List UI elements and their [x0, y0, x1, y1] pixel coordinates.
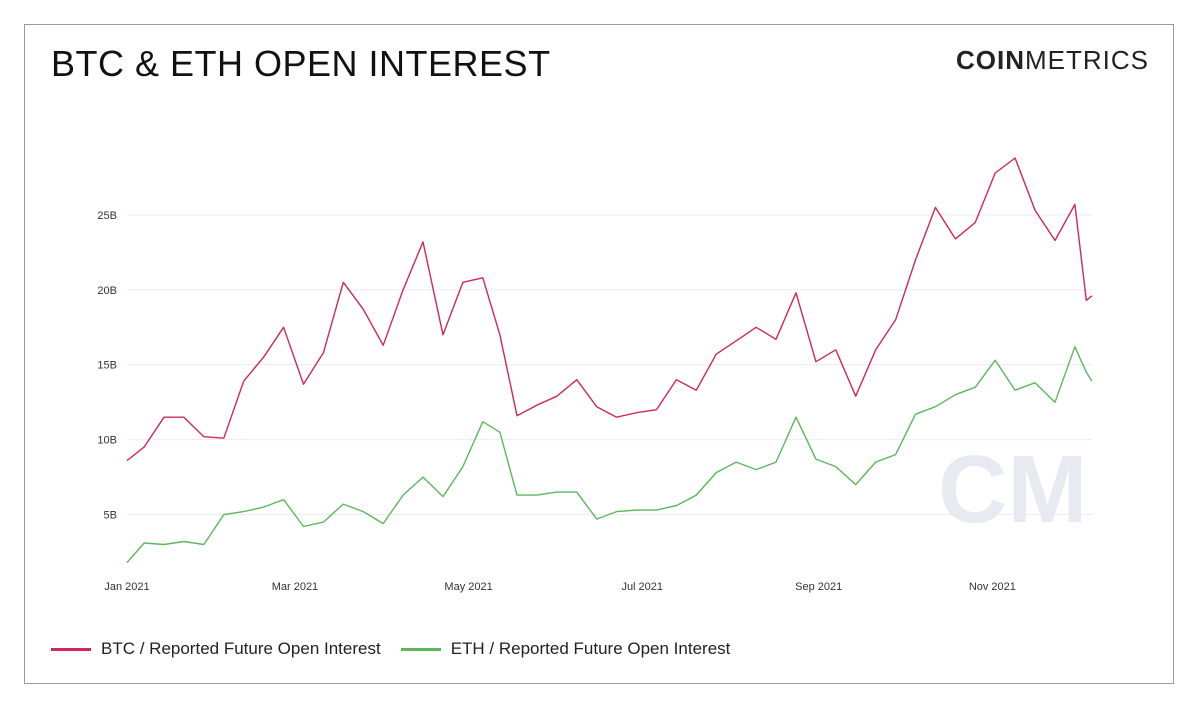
chart-frame: BTC & ETH OPEN INTEREST COINMETRICS BTC …: [24, 24, 1174, 684]
x-tick-label: Mar 2021: [272, 581, 318, 593]
tick-layer: 5B 10B 15B 20B 25B Jan 2021 Mar 2021 May 2021 Ju…: [97, 210, 1015, 593]
page-title: BTC & ETH OPEN INTEREST: [51, 43, 551, 84]
coinmetrics-logo: COINMETRICS: [956, 45, 1149, 76]
logo-coin: COIN: [956, 45, 1025, 75]
logo-metrics: METRICS: [1025, 45, 1149, 75]
y-tick-label: 5B: [104, 510, 117, 522]
x-tick-label: Jan 2021: [104, 581, 149, 593]
y-tick-label: 25B: [97, 210, 117, 222]
legend-swatch-btc: [51, 647, 91, 651]
y-tick-label: 15B: [97, 360, 117, 372]
legend-label-eth: ETH / Reported Future Open Interest: [450, 639, 731, 658]
legend-item-btc[interactable]: BTC / Reported Future Open Interest: [51, 639, 381, 659]
series-line-eth[interactable]: [126, 346, 1093, 563]
legend-swatch-eth: [400, 647, 441, 651]
grid-layer: [127, 214, 1092, 516]
chart-legend: BTC / Reported Future Open Interest ETH …: [51, 639, 750, 659]
y-tick-label: 20B: [97, 285, 117, 297]
y-tick-label: 10B: [97, 435, 117, 447]
x-tick-label: Sep 2021: [795, 581, 842, 593]
legend-label-btc: BTC / Reported Future Open Interest: [101, 639, 381, 658]
x-tick-label: Nov 2021: [969, 581, 1016, 593]
x-tick-label: Jul 2021: [621, 581, 663, 593]
legend-item-eth[interactable]: ETH / Reported Future Open Interest: [400, 639, 731, 659]
series-line-btc[interactable]: [126, 157, 1093, 462]
watermark: CM: [938, 436, 1087, 543]
x-tick-label: May 2021: [444, 581, 492, 593]
series-layer: [126, 157, 1093, 563]
